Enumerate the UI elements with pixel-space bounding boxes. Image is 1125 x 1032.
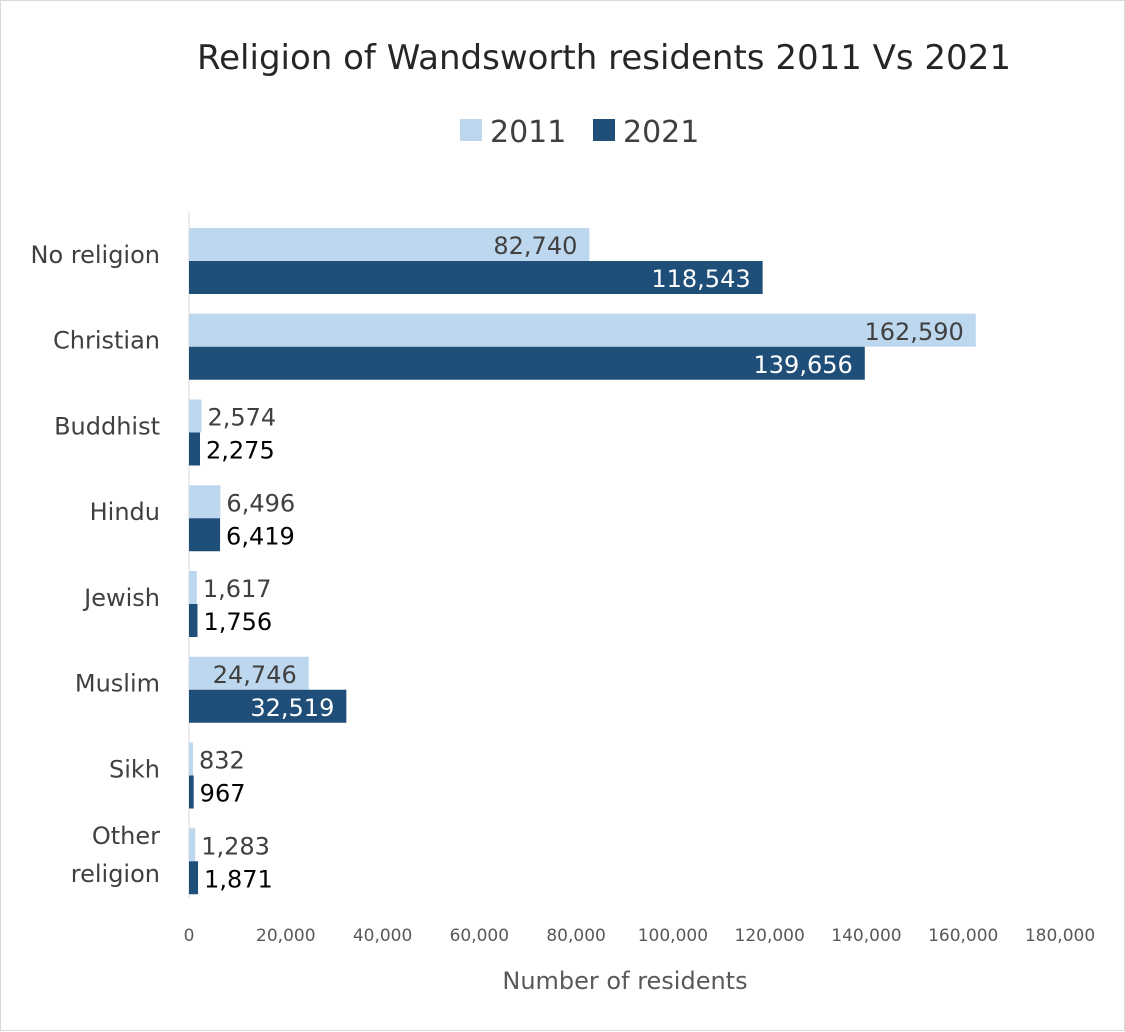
legend-swatch-2011 [460,119,482,141]
data-label-2011: 1,617 [203,575,272,603]
data-label-2021: 2,275 [206,437,275,465]
data-label-2011: 82,740 [493,232,577,260]
plot-area: 0 20,000 40,000 60,000 80,000 100,000 120,000 1… [30,212,1095,946]
category-label: Jewish [82,584,160,612]
legend: 2011 2021 [460,115,699,150]
data-label-2021: 32,519 [250,694,334,722]
x-tick-label: 0 [184,926,195,946]
chart-title: Religion of Wandsworth residents 2011 Vs… [197,38,1011,78]
category-label: Sikh [109,755,160,783]
bar-2021 [189,432,201,466]
data-label-2021: 1,871 [204,865,273,893]
bar-2011 [189,485,221,519]
bar-2011 [189,828,196,862]
x-tick-label: 60,000 [450,926,509,946]
legend-label-2011: 2011 [490,115,566,150]
legend-swatch-2021 [593,119,615,141]
x-tick-label: 40,000 [353,926,412,946]
x-tick-label: 20,000 [256,926,315,946]
bar-2011 [189,742,194,776]
data-label-2021: 6,419 [226,522,295,550]
data-label-2011: 1,283 [201,832,270,860]
bar-2011 [189,399,202,433]
x-tick-label: 180,000 [1025,926,1095,946]
category-label: Muslim [75,670,160,698]
bar-2021 [189,518,221,552]
data-label-2011: 6,496 [226,489,295,517]
data-label-2011: 162,590 [865,318,964,346]
category-label: Other religion [71,822,160,888]
data-label-2011: 2,574 [207,404,276,432]
data-label-2021: 139,656 [754,351,853,379]
bar-2021 [189,604,198,637]
bar-2021 [189,775,194,809]
data-label-2021: 967 [200,780,246,808]
x-tick-label: 80,000 [546,926,605,946]
category-label: Hindu [90,498,160,526]
x-tick-label: 120,000 [735,926,805,946]
data-label-2011: 832 [199,747,245,775]
bar-2011 [189,656,309,690]
data-label-2021: 118,543 [651,265,750,293]
bar-2011 [189,228,590,261]
legend-label-2021: 2021 [623,115,699,150]
bar-2011 [189,571,197,604]
bar-2021 [189,861,199,895]
bar-2021 [189,346,865,380]
bar-2021 [189,689,347,723]
x-tick-label: 160,000 [928,926,998,946]
x-tick-label: 140,000 [831,926,901,946]
category-label: Buddhist [54,412,160,440]
x-tick-label: 100,000 [638,926,708,946]
category-label: No religion [30,241,160,269]
bar-2021 [189,261,763,294]
x-axis-title: Number of residents [502,967,747,995]
data-label-2011: 24,746 [213,661,297,689]
data-label-2021: 1,756 [203,608,272,636]
bar-2011 [189,313,976,347]
category-label: Christian [53,327,160,355]
